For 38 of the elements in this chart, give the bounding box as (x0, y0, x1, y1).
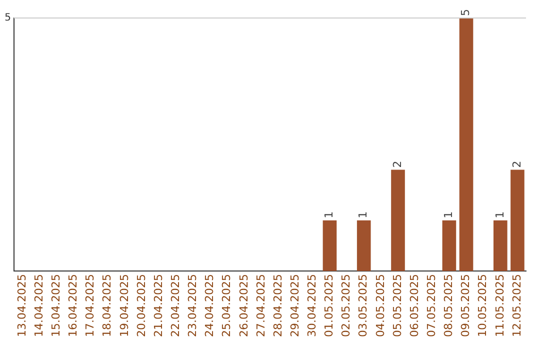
x-tick-label: 05.05.2025 (390, 274, 404, 338)
data-label: 2 (390, 160, 404, 168)
x-tick-label: 23.04.2025 (186, 274, 200, 338)
x-tick-label: 26.04.2025 (237, 274, 250, 338)
x-tick-label: 21.04.2025 (152, 274, 165, 338)
x-tick-label: 19.04.2025 (118, 274, 131, 338)
x-tick-label: 11.05.2025 (493, 274, 506, 338)
x-tick-label: 16.04.2025 (66, 274, 80, 338)
ref-line-label: 5 (4, 12, 11, 24)
x-tick-label: 08.05.2025 (442, 274, 456, 338)
x-tick-label: 15.04.2025 (50, 274, 63, 338)
x-tick-label: 27.04.2025 (254, 274, 268, 338)
x-tick-label: 04.05.2025 (374, 274, 387, 338)
x-tick-label: 06.05.2025 (408, 274, 421, 338)
x-tick-label: 25.04.2025 (220, 274, 234, 338)
x-tick-label: 18.04.2025 (100, 274, 114, 338)
x-tick-label: 24.04.2025 (203, 274, 216, 338)
x-tick-label: 14.04.2025 (32, 274, 46, 338)
data-label: 1 (442, 211, 456, 218)
data-label: 1 (493, 211, 506, 218)
x-tick-label: 07.05.2025 (424, 274, 438, 338)
x-tick-label: 03.05.2025 (356, 274, 370, 338)
data-label: 1 (322, 211, 336, 218)
x-tick-label: 28.04.2025 (271, 274, 284, 338)
data-label: 1 (356, 211, 370, 218)
x-tick-label: 13.04.2025 (15, 274, 28, 338)
x-tick-label: 01.05.2025 (322, 274, 336, 338)
x-tick-label: 02.05.2025 (340, 274, 353, 338)
x-tick-label: 30.04.2025 (306, 274, 319, 338)
x-tick-label: 17.04.2025 (84, 274, 97, 338)
x-tick-label: 09.05.2025 (459, 274, 472, 338)
x-tick-label: 29.04.2025 (288, 274, 302, 338)
x-tick-label: 22.04.2025 (168, 274, 182, 338)
x-tick-label: 20.04.2025 (134, 274, 148, 338)
data-label: 5 (459, 9, 472, 16)
x-tick-label: 12.05.2025 (510, 274, 524, 338)
data-label: 2 (510, 160, 524, 168)
x-tick-label: 10.05.2025 (476, 274, 490, 338)
